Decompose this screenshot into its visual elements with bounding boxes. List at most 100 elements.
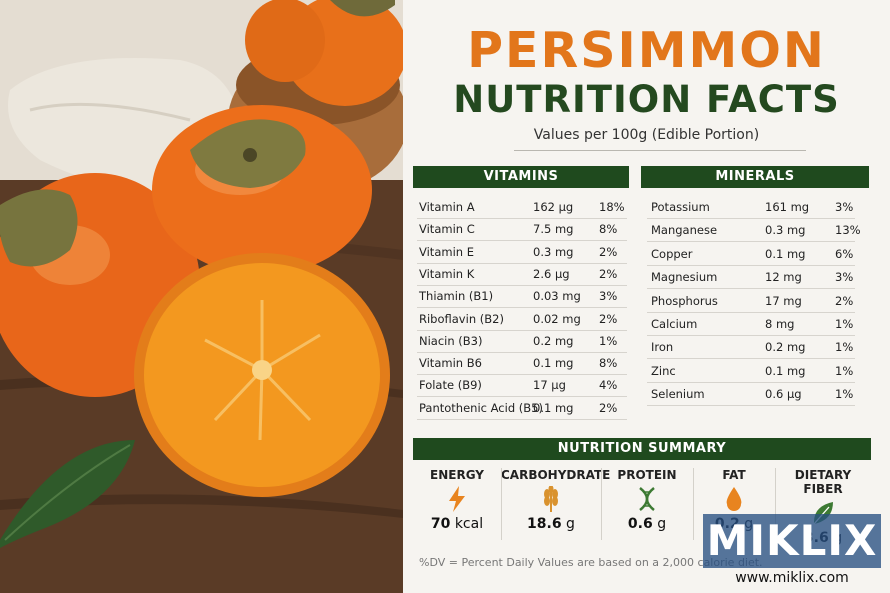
mineral-amount: 0.3 mg bbox=[765, 223, 806, 238]
mineral-name: Phosphorus bbox=[651, 293, 718, 308]
vitamin-dv: 8% bbox=[599, 222, 618, 237]
mineral-name: Potassium bbox=[651, 200, 710, 214]
title-line2: NUTRITION FACTS bbox=[453, 78, 840, 121]
mineral-row: Zinc 0.1 mg 1% bbox=[647, 360, 855, 383]
summary-label: PROTEIN bbox=[617, 468, 677, 482]
summary-carbohydrate: CARBOHYDRATE 18.6 g bbox=[501, 466, 611, 546]
vitamin-dv: 4% bbox=[599, 378, 618, 393]
vitamin-dv: 2% bbox=[599, 400, 618, 415]
vitamin-row: Riboflavin (B2) 0.02 mg 2% bbox=[417, 308, 627, 331]
drop-icon bbox=[693, 482, 775, 516]
vitamins-heading: VITAMINS bbox=[413, 166, 629, 188]
vitamin-amount: 0.2 mg bbox=[533, 333, 574, 348]
vitamin-name: Thiamin (B1) bbox=[419, 289, 494, 304]
mineral-amount: 161 mg bbox=[765, 200, 810, 214]
wheat-icon bbox=[501, 482, 601, 516]
nutrition-panel: PERSIMMON NUTRITION FACTS Values per 100… bbox=[403, 0, 890, 593]
vitamin-name: Niacin (B3) bbox=[419, 333, 483, 348]
vitamin-row: Niacin (B3) 0.2 mg 1% bbox=[417, 330, 627, 353]
summary-energy: ENERGY 70 kcal bbox=[413, 466, 501, 546]
mineral-name: Manganese bbox=[651, 223, 718, 238]
mineral-name: Magnesium bbox=[651, 270, 718, 285]
vitamin-amount: 0.02 mg bbox=[533, 311, 581, 326]
vitamin-name: Vitamin C bbox=[419, 222, 475, 237]
vitamin-dv: 2% bbox=[599, 311, 618, 326]
vitamin-row: Thiamin (B1) 0.03 mg 3% bbox=[417, 285, 627, 309]
vitamin-amount: 0.1 mg bbox=[533, 400, 574, 415]
mineral-dv: 1% bbox=[835, 340, 854, 355]
vitamin-amount: 162 µg bbox=[533, 200, 574, 214]
vitamin-dv: 3% bbox=[599, 289, 618, 304]
vitamin-name: Folate (B9) bbox=[419, 378, 482, 393]
vitamin-amount: 7.5 mg bbox=[533, 222, 574, 237]
vitamin-row: Vitamin E 0.3 mg 2% bbox=[417, 241, 627, 264]
summary-label: FAT bbox=[722, 468, 746, 482]
title-divider bbox=[514, 150, 806, 151]
vitamin-amount: 0.03 mg bbox=[533, 289, 581, 304]
mineral-amount: 17 mg bbox=[765, 293, 802, 308]
vitamin-name: Vitamin E bbox=[419, 244, 474, 259]
mineral-name: Zinc bbox=[651, 363, 676, 378]
summary-divider bbox=[601, 468, 602, 540]
mineral-row: Phosphorus 17 mg 2% bbox=[647, 290, 855, 313]
mineral-amount: 12 mg bbox=[765, 270, 802, 285]
mineral-dv: 1% bbox=[835, 317, 854, 331]
vitamin-name: Vitamin A bbox=[419, 200, 475, 214]
mineral-row: Iron 0.2 mg 1% bbox=[647, 336, 855, 360]
summary-value: 70 kcal bbox=[430, 516, 484, 532]
mineral-amount: 8 mg bbox=[765, 317, 795, 331]
dv-footnote: %DV = Percent Daily Values are based on … bbox=[419, 556, 763, 569]
vitamin-dv: 8% bbox=[599, 356, 618, 371]
mineral-amount: 0.6 µg bbox=[765, 387, 802, 402]
mineral-name: Calcium bbox=[651, 317, 698, 331]
mineral-row: Selenium 0.6 µg 1% bbox=[647, 383, 855, 407]
summary-value: 18.6 g bbox=[527, 516, 575, 532]
vitamin-dv: 2% bbox=[599, 266, 618, 281]
vitamin-amount: 17 µg bbox=[533, 378, 566, 393]
mineral-row: Potassium 161 mg 3% bbox=[647, 196, 855, 219]
vitamin-dv: 18% bbox=[599, 200, 625, 214]
vitamin-name: Vitamin B6 bbox=[419, 356, 482, 371]
summary-value: 0.6 g bbox=[627, 516, 667, 532]
minerals-heading: MINERALS bbox=[641, 166, 869, 188]
vitamin-row: Vitamin A 162 µg 18% bbox=[417, 196, 627, 219]
mineral-dv: 13% bbox=[835, 223, 861, 238]
summary-label: DIETARY FIBER bbox=[794, 468, 852, 496]
vitamin-amount: 0.1 mg bbox=[533, 356, 574, 371]
summary-heading: NUTRITION SUMMARY bbox=[413, 438, 871, 460]
mineral-row: Manganese 0.3 mg 13% bbox=[647, 219, 861, 243]
vitamin-dv: 1% bbox=[599, 333, 618, 348]
vitamin-row: Vitamin K 2.6 µg 2% bbox=[417, 263, 627, 286]
summary-label: CARBOHYDRATE bbox=[501, 468, 611, 482]
title-line1: PERSIMMON bbox=[467, 22, 826, 79]
vitamin-dv: 2% bbox=[599, 244, 618, 259]
mineral-dv: 1% bbox=[835, 363, 854, 378]
lightning-icon bbox=[413, 482, 501, 516]
vitamin-row: Pantothenic Acid (B5) 0.1 mg 2% bbox=[417, 397, 627, 420]
watermark-logo: MIKLIX bbox=[703, 514, 881, 568]
vitamin-row: Vitamin C 7.5 mg 8% bbox=[417, 218, 627, 242]
mineral-name: Iron bbox=[651, 340, 674, 355]
mineral-name: Copper bbox=[651, 246, 693, 261]
mineral-row: Magnesium 12 mg 3% bbox=[647, 266, 855, 290]
mineral-dv: 6% bbox=[835, 246, 854, 261]
summary-divider bbox=[693, 468, 694, 540]
persimmon-photo bbox=[0, 0, 403, 593]
mineral-dv: 1% bbox=[835, 387, 854, 402]
summary-divider bbox=[775, 468, 776, 540]
vitamin-name: Riboflavin (B2) bbox=[419, 311, 504, 326]
summary-label: ENERGY bbox=[430, 468, 484, 482]
vitamin-name: Vitamin K bbox=[419, 266, 475, 281]
mineral-amount: 0.2 mg bbox=[765, 340, 806, 355]
subtitle: Values per 100g (Edible Portion) bbox=[533, 127, 760, 143]
dna-icon bbox=[601, 482, 693, 516]
summary-protein: PROTEIN 0.6 g bbox=[601, 466, 693, 546]
mineral-name: Selenium bbox=[651, 387, 705, 402]
mineral-dv: 2% bbox=[835, 293, 854, 308]
mineral-amount: 0.1 mg bbox=[765, 246, 806, 261]
summary-divider bbox=[501, 468, 502, 540]
mineral-amount: 0.1 mg bbox=[765, 363, 806, 378]
mineral-row: Calcium 8 mg 1% bbox=[647, 313, 855, 336]
mineral-dv: 3% bbox=[835, 270, 854, 285]
vitamin-amount: 2.6 µg bbox=[533, 266, 570, 281]
